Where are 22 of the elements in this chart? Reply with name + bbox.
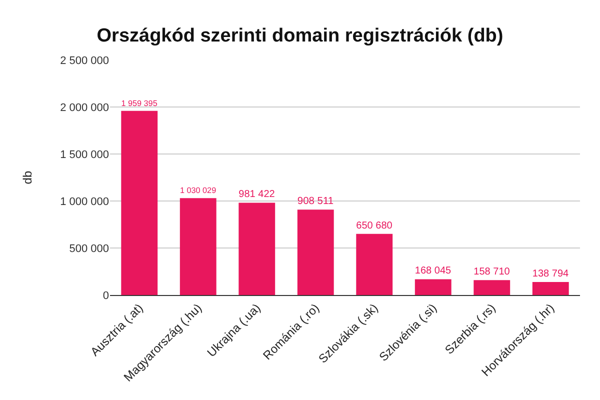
bar	[414, 279, 452, 295]
data-label: 650 680	[356, 220, 393, 232]
bar	[297, 210, 334, 295]
data-label: 981 422	[238, 189, 276, 200]
y-tick-label: 1 500 000	[60, 148, 109, 161]
bar	[532, 282, 569, 295]
data-label: 168 045	[414, 266, 452, 277]
bar	[121, 110, 158, 295]
y-axis-title: db	[20, 170, 34, 184]
y-tick-label: 1 000 000	[60, 196, 109, 208]
data-label: 158 710	[474, 266, 510, 278]
y-tick-label: 2 000 000	[60, 102, 109, 114]
data-label: 138 794	[532, 268, 570, 280]
data-label: 908 511	[297, 196, 334, 208]
chart-title: Országkód szerinti domain regisztrációk (db)	[96, 25, 504, 46]
y-tick-label: 0	[102, 290, 109, 302]
bar	[238, 202, 276, 295]
bar	[180, 198, 216, 295]
y-tick-label: 500 000	[69, 242, 109, 255]
y-tick-label: 2 500 000	[60, 54, 109, 67]
bar	[474, 280, 510, 295]
bar	[356, 234, 393, 295]
